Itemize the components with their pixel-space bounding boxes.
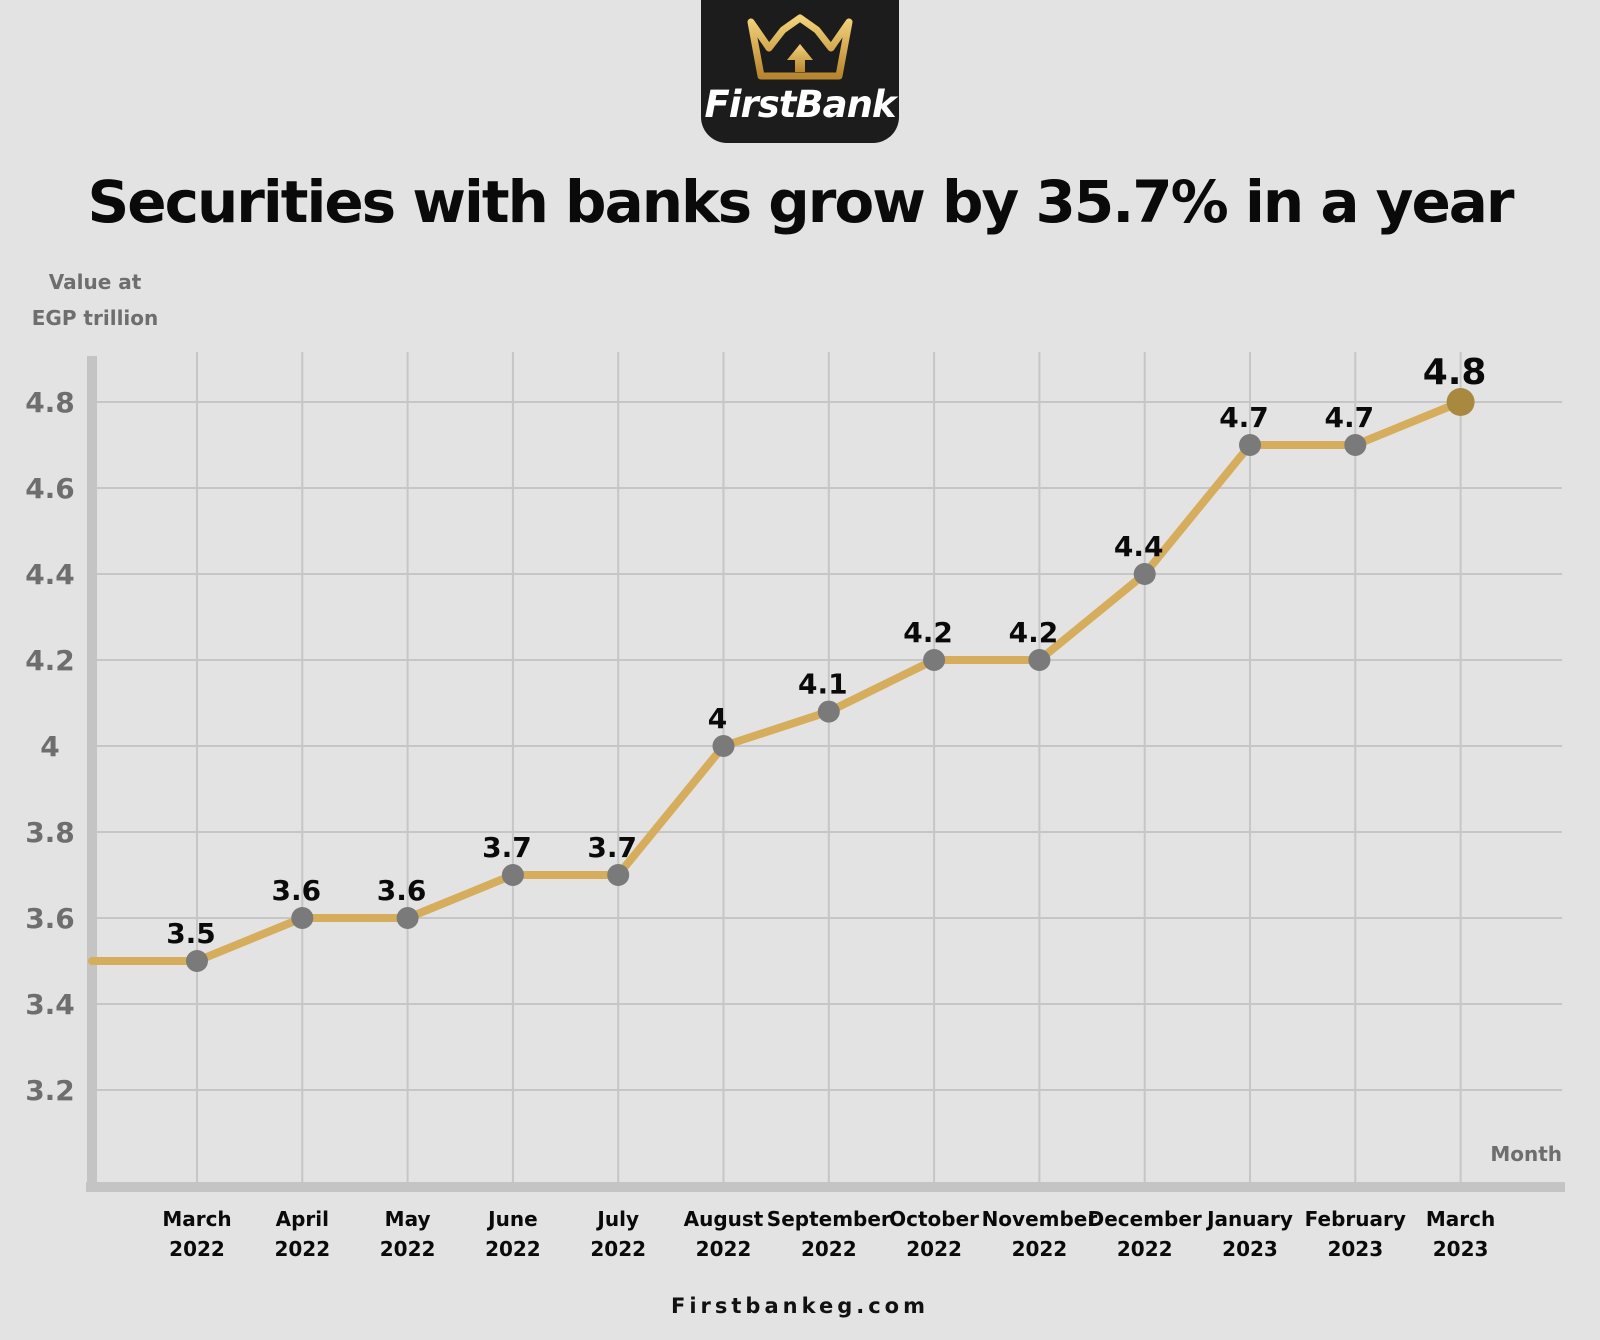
x-tick-label-month: February [1305,1207,1406,1231]
data-point [712,735,735,757]
y-axis-label-line1: Value at [48,270,142,294]
data-point [1446,388,1475,416]
y-tick-label: 3.6 [25,902,75,935]
series-line [88,398,1465,965]
x-tick-label-month: November [982,1207,1098,1231]
y-axis-label-line2: EGP trillion [31,306,159,330]
x-axis-label: Month [1490,1142,1562,1166]
data-label: 3.7 [482,831,532,864]
data-label: 4.7 [1219,401,1269,434]
x-tick-label-year: 2022 [696,1237,752,1261]
x-tick-label-month: July [595,1207,639,1231]
x-tick-label-month: October [889,1207,979,1231]
data-label: 4.2 [903,616,953,649]
crown-icon [747,14,853,80]
y-tick-label: 3.2 [25,1074,75,1107]
x-tick-label-year: 2022 [380,1237,436,1261]
logo-badge: FirstBank [701,0,899,143]
x-tick-label-year: 2022 [1012,1237,1068,1261]
x-tick-label-year: 2022 [169,1237,225,1261]
data-point [291,907,314,929]
x-tick-label-year: 2022 [1117,1237,1173,1261]
y-axis-label: Value at EGP trillion [30,264,160,336]
logo-text: FirstBank [704,83,896,126]
y-tick-label: 4.4 [25,558,75,591]
x-tick-label-month: September [767,1207,891,1231]
data-point [396,907,419,929]
x-tick-label-year: 2022 [906,1237,962,1261]
data-label: 4.1 [798,668,848,701]
data-label: 3.7 [587,831,637,864]
x-tick-label-year: 2023 [1433,1237,1489,1261]
x-tick-label-month: December [1088,1207,1202,1231]
footer-url: Firstbankeg.com [670,1294,929,1318]
x-tick-label-month: March [162,1207,231,1231]
data-label: 3.6 [377,874,427,907]
x-tick-label-month: January [1205,1207,1293,1231]
data-label: 3.5 [166,917,216,950]
data-point [607,864,630,886]
x-tick-label-month: March [1426,1207,1495,1231]
y-tick-label: 4.2 [25,644,75,677]
data-point [501,864,524,886]
x-tick-label-year: 2023 [1327,1237,1383,1261]
x-tick-label-year: 2022 [590,1237,646,1261]
data-label: 4.4 [1114,530,1164,563]
y-tick-label: 4 [40,730,59,763]
chart-title: Securities with banks grow by 35.7% in a… [87,168,1514,236]
x-tick-label-month: May [385,1207,431,1231]
data-point [817,700,840,723]
y-tick-label: 4.6 [25,472,75,505]
data-point [923,649,946,671]
data-point [1344,434,1367,456]
data-label: 4.2 [1009,616,1059,649]
data-label: 4.7 [1324,401,1374,434]
data-point [1239,434,1261,456]
data-point [1133,563,1156,585]
data-point [1028,649,1051,671]
data-label: 4 [708,702,727,735]
data-label: 4.8 [1423,352,1487,393]
x-tick-label-month: August [684,1207,764,1231]
y-tick-label: 4.8 [25,386,75,419]
data-label: 3.6 [271,874,321,907]
x-tick-label-year: 2022 [801,1237,857,1261]
y-tick-label: 3.8 [25,816,75,849]
x-tick-label-year: 2022 [485,1237,541,1261]
y-tick-label: 3.4 [25,988,75,1021]
x-tick-label-month: April [276,1207,329,1231]
x-tick-label-year: 2022 [274,1237,330,1261]
x-tick-label-month: June [486,1207,537,1231]
data-point [186,950,208,972]
x-tick-label-year: 2023 [1222,1237,1278,1261]
